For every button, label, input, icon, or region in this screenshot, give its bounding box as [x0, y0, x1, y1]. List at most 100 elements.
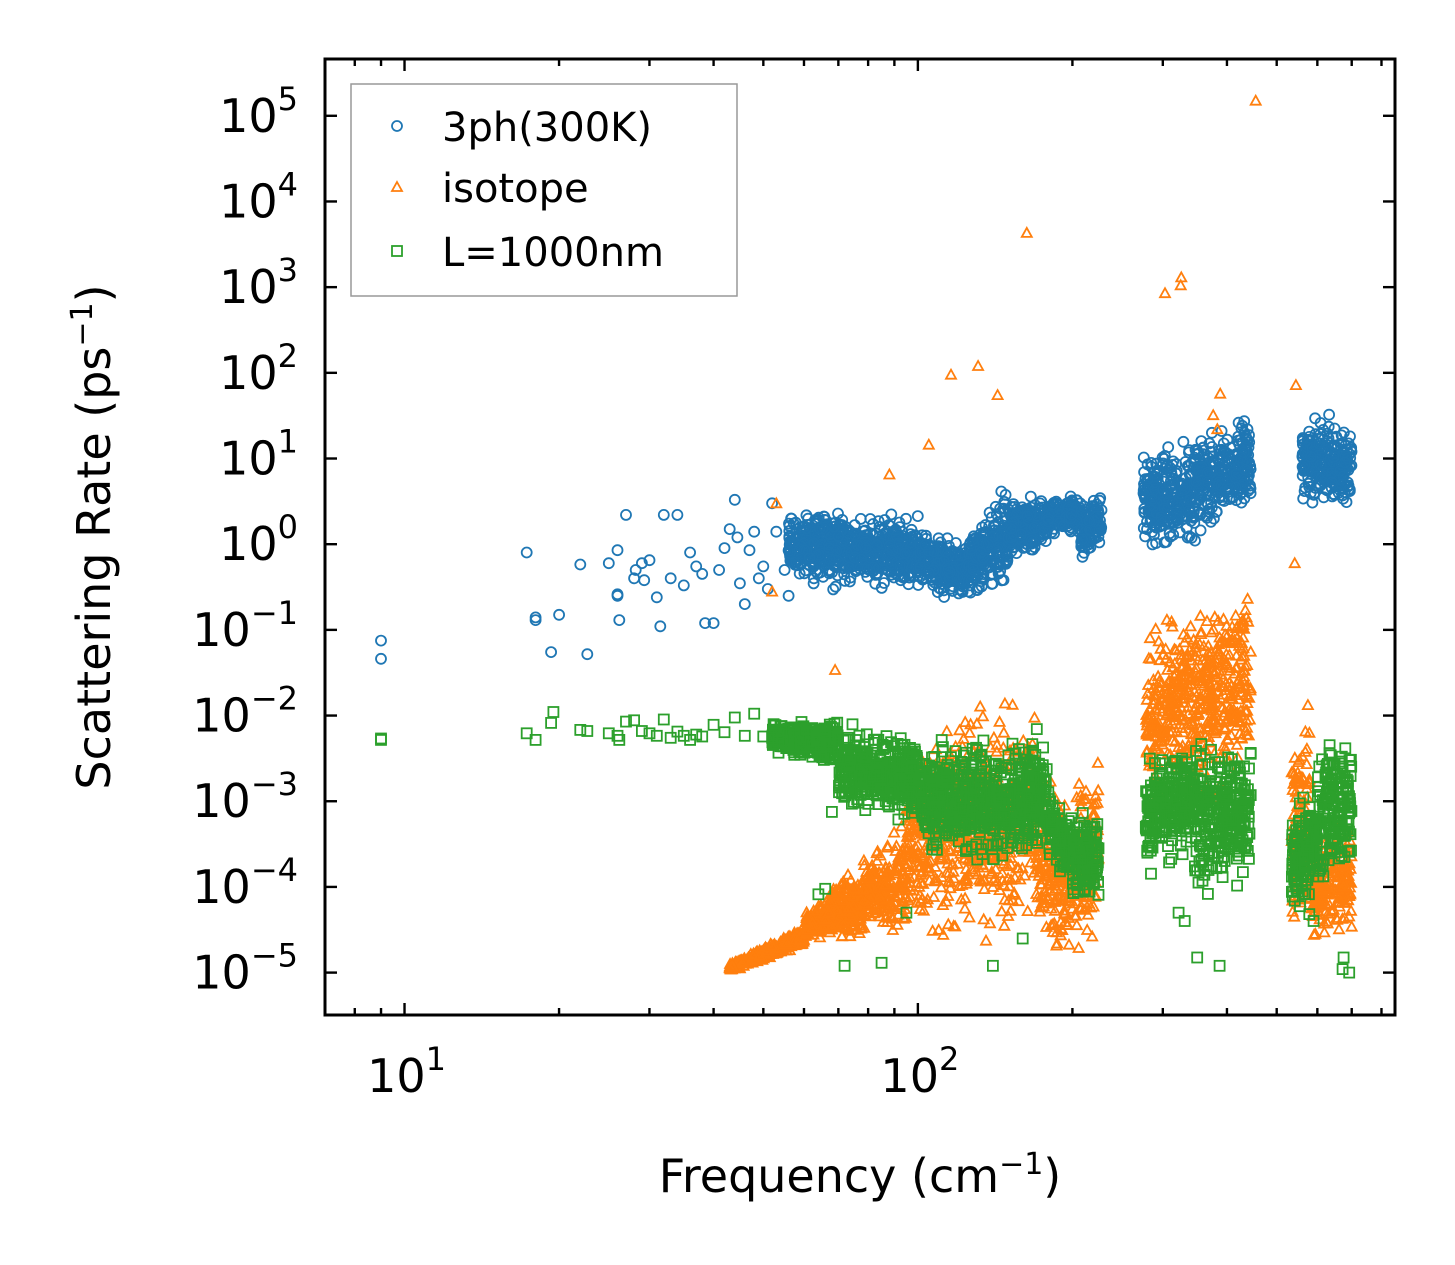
data-point [886, 544, 899, 557]
data-point [939, 545, 952, 558]
data-point [831, 569, 844, 582]
data-point [1008, 528, 1020, 541]
data-point [832, 530, 845, 543]
data-point [1084, 541, 1097, 554]
data-point [788, 556, 801, 569]
data-point [966, 533, 979, 546]
data-point [983, 506, 996, 519]
data-point [811, 513, 824, 526]
data-point [800, 509, 813, 522]
data-point [807, 577, 820, 590]
data-point [911, 510, 924, 522]
data-point [1076, 533, 1089, 546]
data-point [874, 523, 886, 536]
data-point [923, 567, 935, 580]
data-point [919, 539, 932, 551]
data-point [893, 521, 906, 533]
data-point [1042, 513, 1055, 525]
data-point [855, 553, 868, 566]
data-point [949, 549, 962, 562]
data-point [899, 547, 911, 560]
data-point [1026, 543, 1039, 556]
data-point [829, 580, 842, 593]
data-point [995, 574, 1008, 587]
data-point [1094, 492, 1107, 505]
data-point [859, 524, 871, 537]
data-point [1166, 469, 1178, 482]
data-point [974, 575, 987, 588]
data-point [836, 519, 848, 531]
data-point [1078, 541, 1091, 554]
data-point [808, 537, 820, 550]
data-point [872, 515, 885, 527]
data-point [962, 585, 975, 598]
data-point [990, 558, 1003, 571]
data-point [977, 551, 989, 564]
data-point [793, 543, 806, 556]
data-point [861, 563, 873, 575]
series-0 [375, 408, 1358, 665]
data-point [1141, 458, 1154, 471]
data-point [830, 544, 843, 557]
data-point [928, 576, 941, 589]
data-point [992, 516, 1005, 529]
data-point [943, 566, 956, 579]
data-point [827, 559, 840, 572]
data-point [1005, 523, 1017, 535]
data-point [900, 512, 912, 525]
data-point [875, 582, 888, 594]
data-point [967, 563, 980, 576]
data-point [867, 561, 880, 574]
data-point [979, 519, 992, 531]
data-point [934, 536, 947, 549]
data-point [1035, 495, 1048, 508]
data-point [1025, 534, 1038, 547]
data-point [1185, 531, 1198, 544]
data-point [1028, 521, 1041, 534]
data-point [1059, 511, 1072, 524]
data-point [1083, 514, 1096, 527]
data-point [803, 559, 816, 572]
data-point [871, 539, 883, 551]
data-point [893, 537, 905, 550]
data-point [851, 539, 864, 552]
data-point [786, 531, 799, 543]
data-point [824, 553, 836, 566]
data-point [859, 541, 872, 554]
data-point [839, 575, 851, 587]
data-point [922, 545, 935, 557]
data-point [1065, 508, 1078, 521]
data-point [984, 536, 997, 549]
data-point [949, 564, 962, 577]
data-point [982, 538, 995, 551]
data-point [827, 583, 840, 596]
data-point [800, 522, 812, 535]
data-point [1015, 528, 1027, 541]
data-point [823, 542, 835, 554]
data-point [976, 521, 988, 534]
data-point [967, 559, 979, 571]
data-point [1087, 494, 1100, 507]
data-point [843, 561, 855, 574]
data-point [803, 552, 816, 564]
data-point [1039, 535, 1052, 547]
data-point [849, 528, 861, 541]
data-point [965, 571, 977, 584]
data-point [785, 512, 798, 525]
plot-points [375, 93, 1359, 979]
data-point [990, 508, 1003, 521]
data-point [1001, 554, 1014, 567]
data-point [836, 514, 849, 526]
data-point [788, 536, 800, 548]
data-point [1007, 516, 1020, 529]
data-point [848, 551, 861, 564]
data-point [808, 572, 820, 585]
data-point [828, 521, 840, 533]
data-point [985, 578, 998, 590]
data-point [854, 513, 867, 525]
data-point [914, 561, 927, 573]
data-point [1046, 498, 1059, 511]
data-point [1057, 519, 1070, 532]
data-point [783, 520, 796, 532]
